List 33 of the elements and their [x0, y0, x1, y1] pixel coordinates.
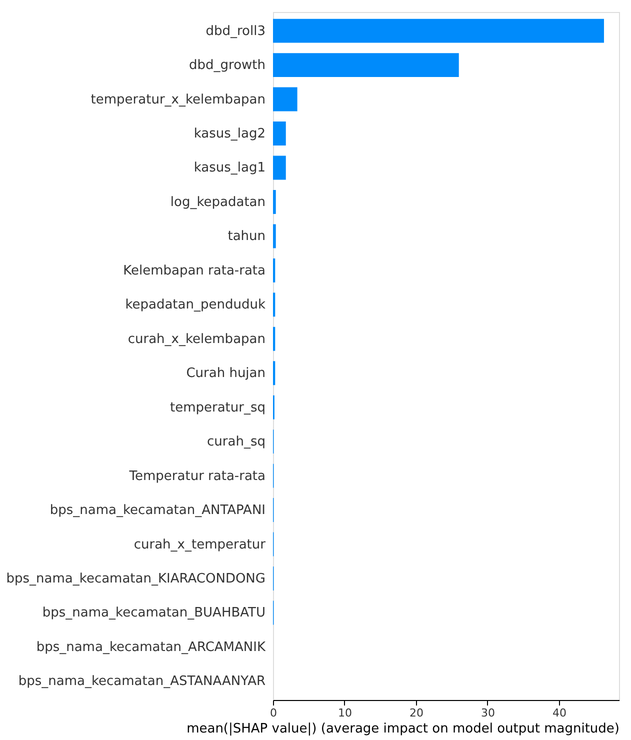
y-tick-label: bps_nama_kecamatan_KIARACONDONG: [6, 571, 266, 586]
y-tick-label: curah_sq: [207, 434, 266, 450]
bar: [273, 190, 276, 214]
x-tick-label: 30: [480, 706, 495, 720]
bar: [273, 224, 276, 248]
y-tick-label: temperatur_x_kelembapan: [90, 92, 266, 108]
y-tick-label: bps_nama_kecamatan_ASTANAANYAR: [18, 674, 266, 690]
bar: [273, 53, 459, 78]
x-axis-title: mean(|SHAP value|) (average impact on model output magnitude): [186, 722, 620, 736]
y-tick-label: kepadatan_penduduk: [125, 298, 266, 313]
y-tick-label: tahun: [228, 229, 266, 244]
y-tick-label: bps_nama_kecamatan_ARCAMANIK: [36, 640, 266, 655]
x-tick-label: 20: [409, 706, 424, 720]
y-tick-label: bps_nama_kecamatan_BUAHBATU: [42, 606, 266, 621]
bar: [273, 122, 286, 146]
y-tick-label: temperatur_sq: [170, 400, 266, 416]
y-tick-label: kasus_lag2: [194, 126, 266, 142]
y-tick-label: dbd_roll3: [206, 24, 266, 39]
y-tick-label: Kelembapan rata-rata: [123, 263, 266, 278]
y-tick-label: curah_x_kelembapan: [128, 332, 266, 347]
bar: [273, 18, 604, 43]
y-tick-label: curah_x_temperatur: [134, 537, 266, 552]
x-tick-label: 0: [270, 706, 277, 720]
bar: [273, 87, 298, 112]
y-tick-label: Temperatur rata-rata: [128, 468, 266, 484]
x-tick-label: 40: [552, 706, 566, 720]
y-tick-label: Curah hujan: [186, 366, 266, 382]
y-tick-label: bps_nama_kecamatan_ANTAPANI: [50, 503, 266, 518]
x-tick-label: 10: [338, 706, 352, 720]
y-tick-label: kasus_lag1: [194, 160, 266, 176]
y-tick-label: dbd_growth: [189, 58, 266, 74]
bar: [273, 156, 286, 180]
y-tick-label: log_kepadatan: [170, 194, 266, 210]
